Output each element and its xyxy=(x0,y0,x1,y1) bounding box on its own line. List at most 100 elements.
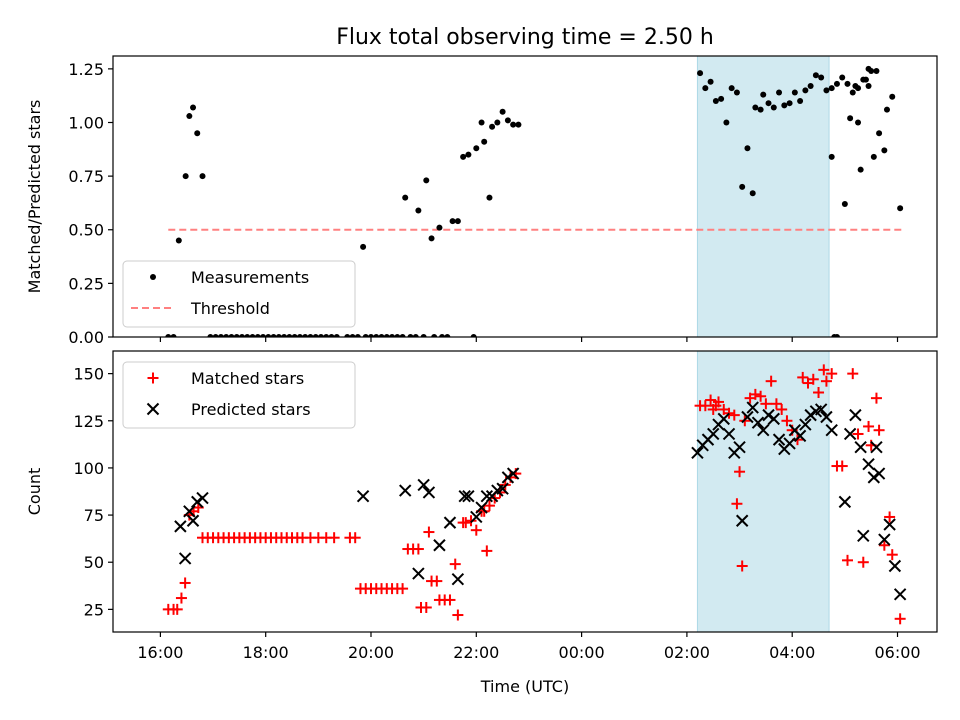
measurement-point xyxy=(383,334,390,337)
measurement-point xyxy=(199,173,206,180)
measurement-point xyxy=(707,78,714,85)
measurement-point xyxy=(752,104,759,111)
measurement-point xyxy=(897,205,904,212)
predicted-star-point xyxy=(838,495,852,509)
measurement-point xyxy=(428,235,435,242)
measurement-point xyxy=(728,85,735,92)
measurement-point xyxy=(765,100,772,107)
x-tick-label: 02:00 xyxy=(664,643,710,662)
measurement-point xyxy=(333,334,340,337)
measurement-point xyxy=(378,334,385,337)
predicted-star-point xyxy=(762,408,775,422)
y-tick-label: 125 xyxy=(73,412,104,431)
predicted-star-point xyxy=(501,471,515,484)
measurement-point xyxy=(281,334,288,337)
measurement-point xyxy=(839,74,846,81)
measurement-point xyxy=(870,153,877,160)
predicted-star-point xyxy=(433,539,446,552)
measurement-point xyxy=(718,95,725,102)
x-tick-label: 00:00 xyxy=(559,643,605,662)
predicted-star-point xyxy=(849,408,862,422)
y-tick-label: 150 xyxy=(73,365,104,384)
axes-frame xyxy=(112,55,938,338)
measurement-point xyxy=(486,194,493,201)
predicted-star-point xyxy=(422,486,436,499)
measurement-point xyxy=(844,80,851,87)
measurement-point xyxy=(470,334,477,337)
legend-box xyxy=(122,260,356,328)
measurement-point xyxy=(423,177,430,184)
measurement-point xyxy=(328,334,335,337)
plot-area xyxy=(165,56,904,337)
measurement-point xyxy=(275,334,282,337)
measurement-point xyxy=(857,166,864,173)
axes-frame xyxy=(112,350,938,633)
measurement-point xyxy=(367,334,374,337)
measurement-point xyxy=(360,243,367,250)
x-tick-label: 06:00 xyxy=(874,643,920,662)
measurement-point xyxy=(876,130,883,137)
measurement-point xyxy=(260,334,267,337)
plot-area xyxy=(162,351,907,632)
measurement-point xyxy=(175,237,182,244)
predicted-star-point xyxy=(470,510,483,524)
legend: Matched stars Predicted stars xyxy=(122,361,356,429)
measurement-point xyxy=(760,91,767,98)
measurement-point xyxy=(739,183,746,190)
measurement-point xyxy=(431,334,438,337)
predicted-star-point xyxy=(186,514,200,527)
legend-label: Matched stars xyxy=(191,369,304,388)
measurement-point xyxy=(389,334,396,337)
measurement-point xyxy=(702,85,709,92)
measurement-point xyxy=(228,334,235,337)
measurement-point xyxy=(444,334,451,337)
measurement-point xyxy=(465,151,472,158)
measurement-point xyxy=(781,102,788,109)
shaded-region xyxy=(696,56,830,337)
measurement-point xyxy=(233,334,240,337)
measurement-point xyxy=(494,119,501,126)
x-tick-label: 16:00 xyxy=(137,643,183,662)
measurement-point xyxy=(170,334,177,337)
measurement-point xyxy=(697,70,704,77)
measurement-point xyxy=(504,117,511,124)
y-tick-label: 1.00 xyxy=(68,113,104,132)
measurement-point xyxy=(499,108,506,115)
predicted-star-point xyxy=(888,559,902,573)
predicted-star-point xyxy=(820,410,833,424)
measurement-point xyxy=(823,87,830,94)
measurement-point xyxy=(873,68,880,75)
measurement-point xyxy=(238,334,245,337)
measurement-point xyxy=(223,334,230,337)
predicted-star-point xyxy=(883,518,896,531)
predicted-star-point xyxy=(691,446,704,460)
measurement-point xyxy=(489,123,496,130)
predicted-star-point xyxy=(735,514,749,527)
measurement-point xyxy=(770,104,777,111)
measurement-point xyxy=(776,89,783,96)
measurement-point xyxy=(841,201,848,208)
legend-measurement-marker xyxy=(150,274,156,280)
measurement-point xyxy=(791,89,798,96)
predicted-star-point xyxy=(767,412,780,426)
measurement-point xyxy=(412,334,419,337)
measurement-point xyxy=(515,121,522,128)
predicted-star-point xyxy=(496,482,509,495)
predicted-star-point xyxy=(183,505,196,518)
predicted-star-point xyxy=(356,490,370,503)
measurement-point xyxy=(855,119,862,126)
measurement-point xyxy=(833,334,840,337)
measurement-point xyxy=(712,98,719,105)
measurement-point xyxy=(286,334,293,337)
measurement-point xyxy=(265,334,272,337)
bottom-panel: 25 50 75 100 125 150 16:00 18:00 20:00 22:00 00:00… xyxy=(25,350,938,696)
predicted-star-point xyxy=(772,433,786,446)
legend-label: Measurements xyxy=(191,268,309,287)
predicted-star-point xyxy=(804,408,817,422)
measurement-point xyxy=(744,145,751,152)
predicted-star-point xyxy=(451,572,465,586)
measurement-point xyxy=(194,130,201,137)
predicted-star-point xyxy=(717,412,730,426)
measurement-point xyxy=(296,334,303,337)
y-tick-label: 50 xyxy=(84,553,104,572)
